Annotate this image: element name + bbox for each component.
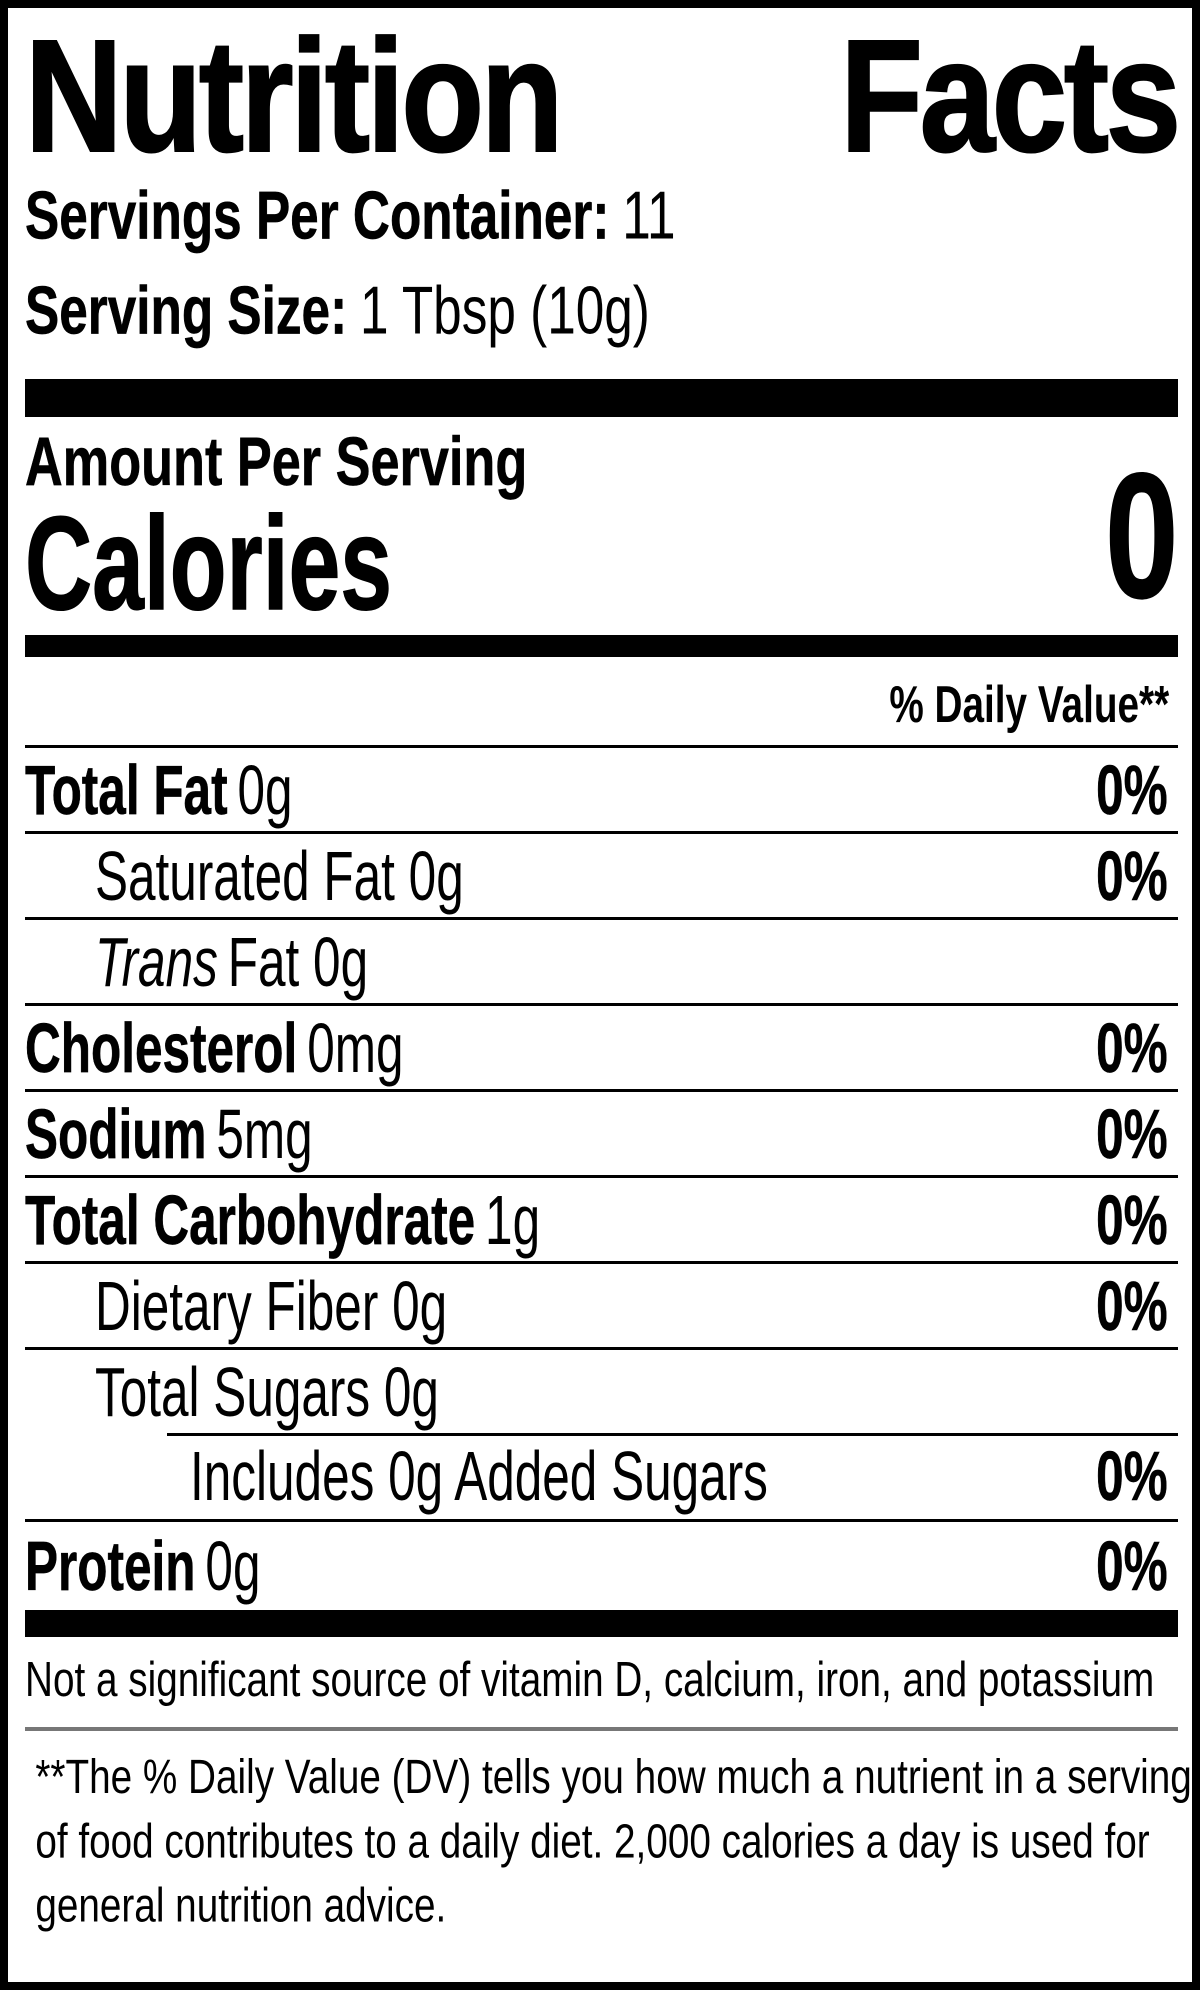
dv-value: 0% (1095, 1266, 1168, 1345)
servings-per-container-line: Servings Per Container: 11 (25, 168, 1178, 264)
calories-label: Calories (25, 488, 393, 638)
row-total-carbohydrate: Total Carbohydrate 1g 0% (25, 1175, 1178, 1261)
dv-value: 0% (1095, 1094, 1168, 1173)
medium-separator-bar (25, 635, 1178, 657)
row-trans-fat: Trans Fat 0g (25, 917, 1178, 1003)
row-dietary-fiber: Dietary Fiber 0g 0% (25, 1261, 1178, 1347)
calories-value: 0 (1104, 434, 1178, 635)
row-saturated-fat: Saturated Fat 0g 0% (25, 831, 1178, 917)
daily-value-footnote: **The % Daily Value (DV) tells you how m… (35, 1749, 1192, 1933)
serving-size-line: Serving Size: 1 Tbsp (10g) (25, 264, 1178, 358)
row-total-sugars: Total Sugars 0g (25, 1347, 1178, 1433)
row-sodium: Sodium 5mg 0% (25, 1089, 1178, 1175)
row-protein: Protein 0g 0% (25, 1519, 1178, 1610)
footnote-divider (25, 1727, 1178, 1731)
daily-value-header-row: % Daily Value** (25, 657, 1178, 745)
amount-per-serving-heading: Amount Per Serving (25, 422, 528, 500)
calories-row: Calories 0 (25, 434, 1179, 638)
servings-per-container-label: Servings Per Container: (25, 178, 610, 254)
dv-value: 0% (1095, 1436, 1168, 1516)
not-significant-note: Not a significant source of vitamin D, c… (25, 1651, 1155, 1708)
serving-size-value: 1 Tbsp (10g) (359, 273, 650, 349)
daily-value-header: % Daily Value** (889, 676, 1170, 735)
row-cholesterol: Cholesterol 0mg 0% (25, 1003, 1178, 1089)
dv-value: 0% (1095, 1180, 1168, 1259)
serving-size-label: Serving Size: (25, 273, 348, 349)
dv-value: 0% (1095, 1526, 1168, 1606)
dv-value: 0% (1095, 750, 1168, 829)
servings-per-container-value: 11 (622, 178, 676, 254)
trans-italic: Trans (95, 922, 218, 1001)
dv-value: 0% (1095, 836, 1168, 915)
row-added-sugars: Includes 0g Added Sugars 0% (25, 1433, 1178, 1519)
row-total-fat: Total Fat 0g 0% (25, 745, 1178, 831)
page-title: Nutrition Facts (24, 6, 1182, 186)
dv-value: 0% (1095, 1008, 1168, 1087)
thick-separator-bar-bottom (25, 1610, 1178, 1637)
thick-separator-bar-top (25, 379, 1178, 417)
